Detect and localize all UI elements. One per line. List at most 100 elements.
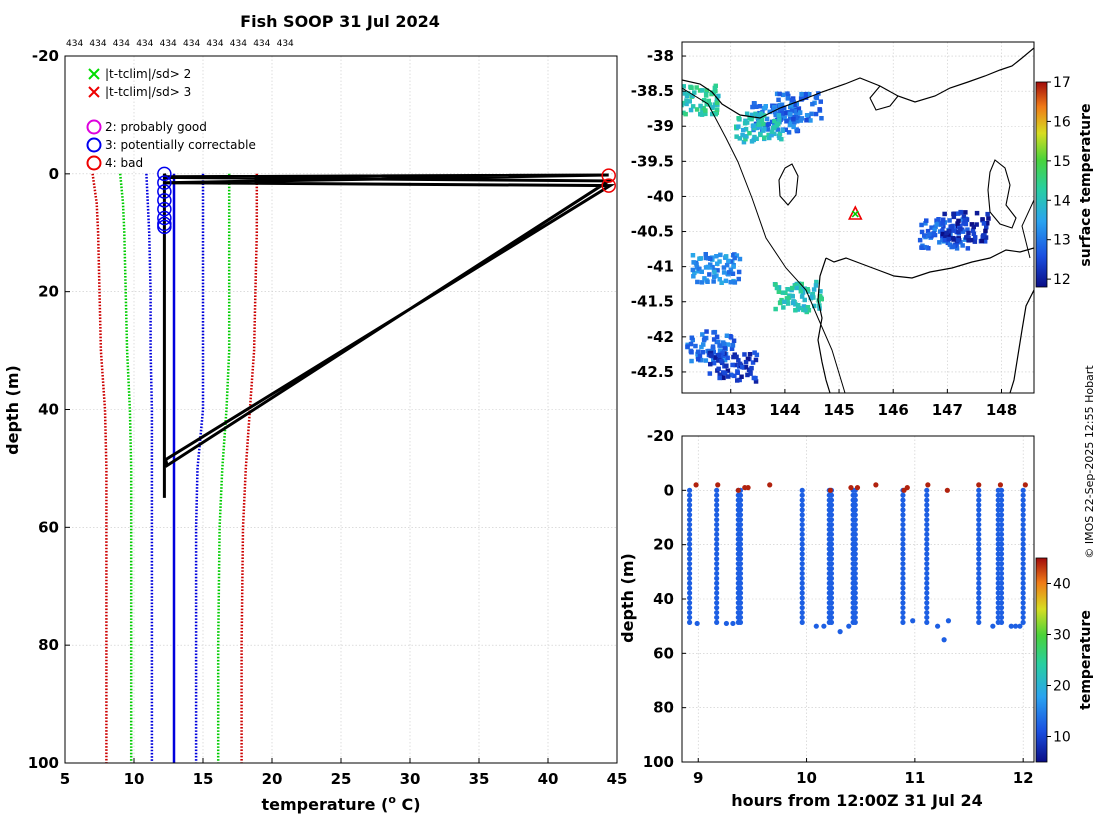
sst-pixel [715, 268, 720, 273]
dt-cast-point [828, 570, 835, 577]
sst-pixel [767, 109, 772, 115]
sst-pixel [684, 101, 689, 107]
dt-cast-point [924, 546, 930, 552]
sst-pixel [711, 337, 717, 342]
sst-pixel [757, 125, 762, 130]
dt-cast-point [976, 575, 982, 581]
sst-pixel [740, 132, 745, 138]
sst-pixel [773, 282, 778, 287]
dt-cast-point [852, 556, 858, 562]
sst-pixel [743, 127, 749, 132]
dt-cast-point [737, 531, 744, 537]
profile-ytick-label: 60 [38, 518, 59, 536]
dt-cast-point [998, 507, 1005, 513]
sst-pixel [774, 123, 779, 128]
sst-pixel [749, 112, 755, 118]
shelf-contour-east [1021, 199, 1034, 259]
profile-xtick-label: 5 [60, 770, 70, 788]
dt-cast-point [737, 575, 744, 581]
dt-cast-point [976, 570, 982, 577]
sst-pixel [923, 221, 928, 226]
dt-cast-point [799, 526, 805, 533]
flag3-circle-marker [157, 175, 172, 190]
dt-cast-point [900, 585, 906, 591]
sst-pixel [714, 334, 720, 340]
map-ytick-label: -42 [647, 328, 674, 346]
dt-cast-point [686, 497, 693, 503]
sst-pixel [798, 289, 804, 294]
dt-cast-point [1020, 575, 1026, 581]
sst-pixel [784, 119, 789, 124]
dt-bottom-point [1017, 623, 1023, 629]
sst-pixel [676, 99, 681, 104]
sst-pixel [732, 373, 737, 379]
dt-cast-point [998, 590, 1005, 596]
profile-count-label: 434 [230, 39, 247, 49]
dt-cast-point [900, 580, 906, 586]
dt-cast-point [799, 614, 805, 621]
sst-pixel [788, 111, 793, 117]
dt-surface-flag-point [848, 485, 854, 491]
sst-pixel [752, 125, 757, 131]
dt-cast-point [852, 541, 858, 547]
dt-cast-point [1020, 614, 1026, 621]
dt-cast-point [799, 497, 805, 503]
dt-cast-point [714, 614, 720, 621]
sst-pixel [782, 115, 787, 121]
sst-pixel [777, 135, 782, 141]
sst-pixel [796, 106, 802, 111]
sst-pixel [674, 91, 679, 96]
dt-cast-point [924, 556, 930, 562]
dt-ytick-label: 100 [643, 753, 674, 771]
sst-pixel [728, 372, 734, 378]
dt-cast-point [900, 556, 906, 562]
dt-cast-point [828, 575, 835, 581]
dt-cast-point [1020, 487, 1026, 493]
dt-cast-point [799, 541, 805, 547]
map-ytick-label: -38.5 [631, 82, 674, 100]
dt-bottom-point [941, 637, 947, 643]
dt-bottom-point [1012, 623, 1019, 629]
sst-pixel [711, 360, 717, 366]
sst-pixel [789, 285, 795, 291]
sst-pixel [799, 91, 804, 97]
sst-pixel [763, 104, 768, 109]
dt-surface-flag-point [1022, 482, 1028, 488]
sst-pixel [785, 96, 791, 101]
sst-pixel [951, 214, 957, 220]
sst-pixel [739, 364, 745, 370]
dt-surface-flag-point [873, 482, 879, 488]
dt-cast-point [828, 556, 835, 562]
dt-cast-point [1020, 609, 1026, 616]
sst-pixel [792, 102, 797, 107]
dt-cast-point [714, 600, 720, 606]
dt-cast-point [852, 595, 858, 601]
temperature-colorbar-gradient [1035, 557, 1048, 763]
map-ytick-label: -39 [647, 117, 674, 135]
sst-pixel [955, 221, 960, 226]
dt-cast-point [900, 590, 906, 596]
dt-cast-point [900, 570, 906, 577]
dt-cast-point [799, 580, 805, 586]
sst-pixel [798, 285, 803, 291]
dt-cast-point [737, 521, 744, 528]
map-ytick-label: -42.5 [631, 363, 674, 381]
map-background [682, 42, 1034, 393]
sst-pixel [758, 132, 763, 138]
sst-pixel [942, 238, 947, 243]
dt-cast-point [1020, 590, 1026, 596]
sst-pixel [793, 115, 799, 120]
dt-cast-point [976, 497, 982, 503]
sst-pixel [814, 279, 819, 285]
sst-pixel [986, 216, 991, 221]
dt-cast-point [1020, 565, 1026, 572]
sst-pixel [789, 119, 794, 125]
dt-cast-point [852, 614, 858, 621]
sst-pixel [971, 231, 977, 236]
sst-pixel [728, 267, 734, 272]
dt-cast-point [976, 605, 982, 611]
map-ytick-label: -38 [647, 47, 674, 65]
dt-xtick-label: 10 [796, 769, 817, 787]
dt-cast-point [976, 609, 982, 616]
